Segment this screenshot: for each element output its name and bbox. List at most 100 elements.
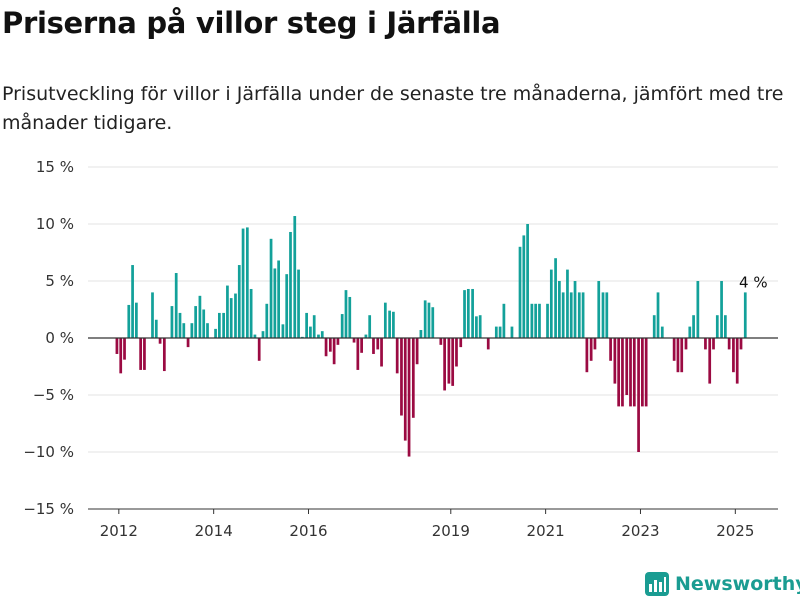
bar — [360, 338, 363, 353]
bar — [383, 302, 387, 338]
bar — [178, 312, 182, 338]
bar — [218, 312, 221, 338]
bar — [340, 314, 344, 338]
bar — [182, 323, 186, 338]
bar — [332, 338, 336, 365]
x-tick-label: 2025 — [716, 522, 754, 540]
bar — [158, 338, 162, 344]
bar — [265, 303, 269, 338]
x-tick-label: 2023 — [621, 522, 659, 540]
x-tick-label: 2021 — [527, 522, 565, 540]
y-tick-label: 15 % — [36, 158, 74, 176]
bar — [261, 331, 265, 338]
bars — [115, 216, 747, 457]
last-value-label: 4 % — [739, 273, 768, 291]
bar — [194, 306, 198, 338]
bar — [222, 312, 225, 338]
bar — [190, 323, 194, 338]
bar — [644, 338, 648, 407]
bar — [237, 265, 241, 338]
bar — [324, 338, 328, 357]
bar — [317, 334, 320, 338]
bar — [549, 269, 553, 338]
bar — [403, 338, 407, 441]
bar — [376, 338, 380, 350]
bar — [625, 338, 629, 395]
bar — [234, 293, 237, 338]
bar — [605, 292, 609, 338]
bar — [561, 292, 565, 338]
bar — [530, 303, 534, 338]
bar — [253, 334, 257, 338]
bar — [312, 315, 316, 338]
bar — [297, 269, 300, 338]
bar — [732, 338, 735, 373]
x-axis: 2012 2014 2016 2019 2021 2023 2025 — [88, 508, 778, 540]
bar — [348, 296, 352, 338]
bar — [463, 290, 466, 338]
y-tick-label: −10 % — [23, 443, 74, 461]
bar — [277, 260, 280, 338]
bar — [455, 338, 458, 367]
bar — [656, 292, 660, 338]
bar — [704, 338, 707, 350]
bar — [684, 338, 688, 350]
x-tick-label: 2014 — [195, 522, 233, 540]
bar — [447, 338, 451, 384]
bar — [471, 288, 474, 338]
bar — [320, 331, 324, 338]
bar — [411, 338, 415, 418]
bar — [143, 338, 146, 370]
bar — [569, 292, 573, 338]
bar — [123, 338, 126, 360]
bar — [692, 315, 695, 338]
bar — [641, 338, 644, 407]
bar — [245, 227, 249, 338]
bar — [486, 338, 490, 350]
bar — [127, 304, 131, 338]
bar — [356, 338, 360, 370]
bar — [629, 338, 632, 407]
bar — [554, 258, 557, 338]
bar — [601, 292, 605, 338]
bar — [443, 338, 446, 391]
x-tick-label: 2012 — [100, 522, 138, 540]
bar — [289, 231, 292, 338]
bar — [281, 324, 285, 338]
bar — [617, 338, 621, 407]
bar — [573, 281, 577, 338]
bar — [475, 316, 478, 338]
bar — [715, 315, 719, 338]
bar — [229, 298, 233, 338]
bar — [257, 338, 261, 361]
bar — [494, 326, 498, 338]
y-tick-label: −5 % — [33, 386, 74, 404]
bar — [522, 235, 526, 338]
bar — [680, 338, 684, 373]
bar — [727, 338, 731, 350]
newsworthy-icon — [645, 572, 669, 596]
bar — [637, 338, 640, 452]
bar — [154, 319, 158, 338]
bar — [423, 300, 427, 338]
bar — [546, 303, 549, 338]
bar — [226, 285, 229, 338]
bar — [198, 295, 202, 338]
x-tick-label: 2016 — [289, 522, 327, 540]
x-tick-label: 2019 — [432, 522, 470, 540]
bar — [162, 338, 166, 372]
bar — [352, 338, 356, 343]
bar — [131, 265, 134, 338]
bar — [305, 312, 308, 338]
bar — [743, 292, 747, 338]
bar — [151, 292, 154, 338]
bar — [293, 216, 297, 338]
y-axis: −15 % −10 % −5 % 0 % 5 % 10 % 15 % — [23, 158, 74, 518]
bar — [566, 269, 569, 338]
bar — [632, 338, 636, 407]
bar — [581, 292, 585, 338]
bar — [526, 224, 529, 338]
bar — [419, 330, 423, 338]
bar — [249, 288, 253, 338]
